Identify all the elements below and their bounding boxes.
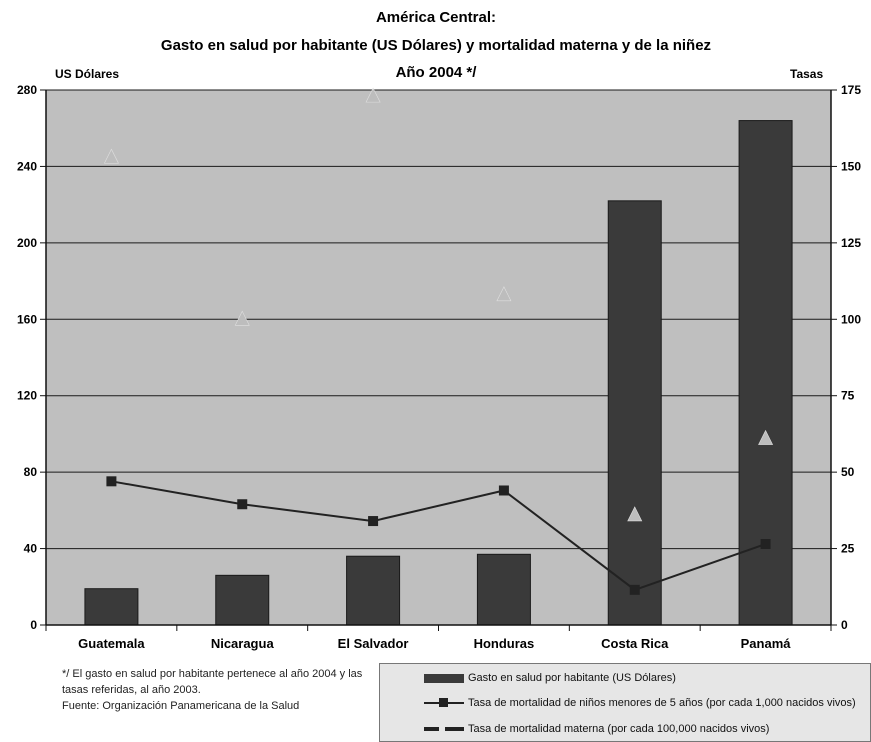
bar (476, 553, 531, 626)
y2-tick-label: 150 (841, 159, 861, 173)
y-tick-label: 120 (17, 389, 37, 403)
bar (346, 555, 401, 626)
triangle-point (758, 429, 774, 445)
x-axis-categories: Guatemala Nicaragua El Salvador Honduras Cos… (78, 636, 791, 651)
legend: Gasto en salud por habitante (US Dólares… (379, 663, 871, 742)
footnote: */ El gasto en salud por habitante perte… (62, 666, 378, 714)
x-category-label: Honduras (474, 636, 535, 651)
axes (45, 90, 832, 631)
legend-label: Tasa de mortalidad materna (por cada 100… (468, 723, 770, 735)
legend-item-gasto: Gasto en salud por habitante (US Dólares… (380, 668, 676, 688)
line-point (629, 584, 640, 595)
y2-tick-label: 125 (841, 236, 861, 250)
x-category-label: El Salvador (338, 636, 409, 651)
y-tick-label: 160 (17, 312, 37, 326)
x-category-label: Costa Rica (601, 636, 669, 651)
legend-item-materna: Tasa de mortalidad materna (por cada 100… (380, 719, 769, 739)
chart-title-line: América Central: (376, 9, 496, 26)
bar (738, 120, 793, 626)
y2-tick-label: 175 (841, 83, 861, 97)
y-tick-label: 80 (24, 465, 38, 479)
triangle-point (365, 87, 381, 103)
y-tick-label: 0 (30, 618, 37, 632)
gridlines (46, 89, 831, 550)
y-axis-ticks: 0 40 80 120 160 200 240 280 (17, 83, 46, 632)
legend-label: Tasa de mortalidad de niños menores de 5… (468, 697, 856, 709)
x-category-label: Nicaragua (211, 636, 275, 651)
bar (607, 200, 662, 626)
line-point (106, 476, 117, 487)
chart-title-line: Gasto en salud por habitante (US Dólares… (161, 37, 711, 54)
y2-tick-label: 25 (841, 542, 855, 556)
y-tick-label: 40 (24, 542, 38, 556)
x-category-label: Panamá (741, 636, 792, 651)
y2-tick-label: 0 (841, 618, 848, 632)
line-series (106, 476, 771, 595)
y-tick-label: 280 (17, 83, 37, 97)
y2-tick-label: 100 (841, 312, 861, 326)
legend-swatch-line (424, 697, 464, 709)
triangle-point (627, 506, 643, 522)
chart-title-line: Año 2004 */ (396, 64, 478, 81)
line-point (368, 516, 379, 527)
footnote-source: Fuente: Organización Panamericana de la … (62, 700, 300, 712)
y-axis-title: US Dólares (55, 67, 119, 81)
footnote-note: */ El gasto en salud por habitante perte… (62, 668, 363, 696)
chart-title: América Central: Gasto en salud por habit… (161, 9, 711, 81)
x-category-label: Guatemala (78, 636, 145, 651)
legend-swatch-dash (424, 723, 464, 735)
bar (215, 574, 270, 626)
plot-area (46, 90, 831, 625)
bar (84, 588, 139, 626)
line-point (498, 485, 509, 496)
triangle-point (496, 286, 512, 302)
y-tick-label: 200 (17, 236, 37, 250)
line-point (760, 538, 771, 549)
y2-axis-ticks: 0 25 50 75 100 125 150 175 (831, 83, 861, 632)
triangle-series (103, 87, 774, 522)
triangle-point (103, 148, 119, 164)
y2-axis-title: Tasas (790, 67, 823, 81)
series-line (111, 480, 766, 591)
legend-swatch-bar (424, 673, 464, 683)
triangle-point (234, 310, 250, 326)
y2-tick-label: 50 (841, 465, 855, 479)
legend-label: Gasto en salud por habitante (US Dólares… (468, 672, 676, 684)
legend-item-ninez: Tasa de mortalidad de niños menores de 5… (380, 693, 856, 713)
line-point (237, 499, 248, 510)
y-tick-label: 240 (17, 159, 37, 173)
y2-tick-label: 75 (841, 389, 855, 403)
